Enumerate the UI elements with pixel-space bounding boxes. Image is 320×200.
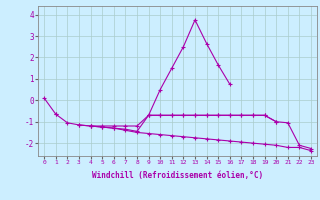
X-axis label: Windchill (Refroidissement éolien,°C): Windchill (Refroidissement éolien,°C) (92, 171, 263, 180)
